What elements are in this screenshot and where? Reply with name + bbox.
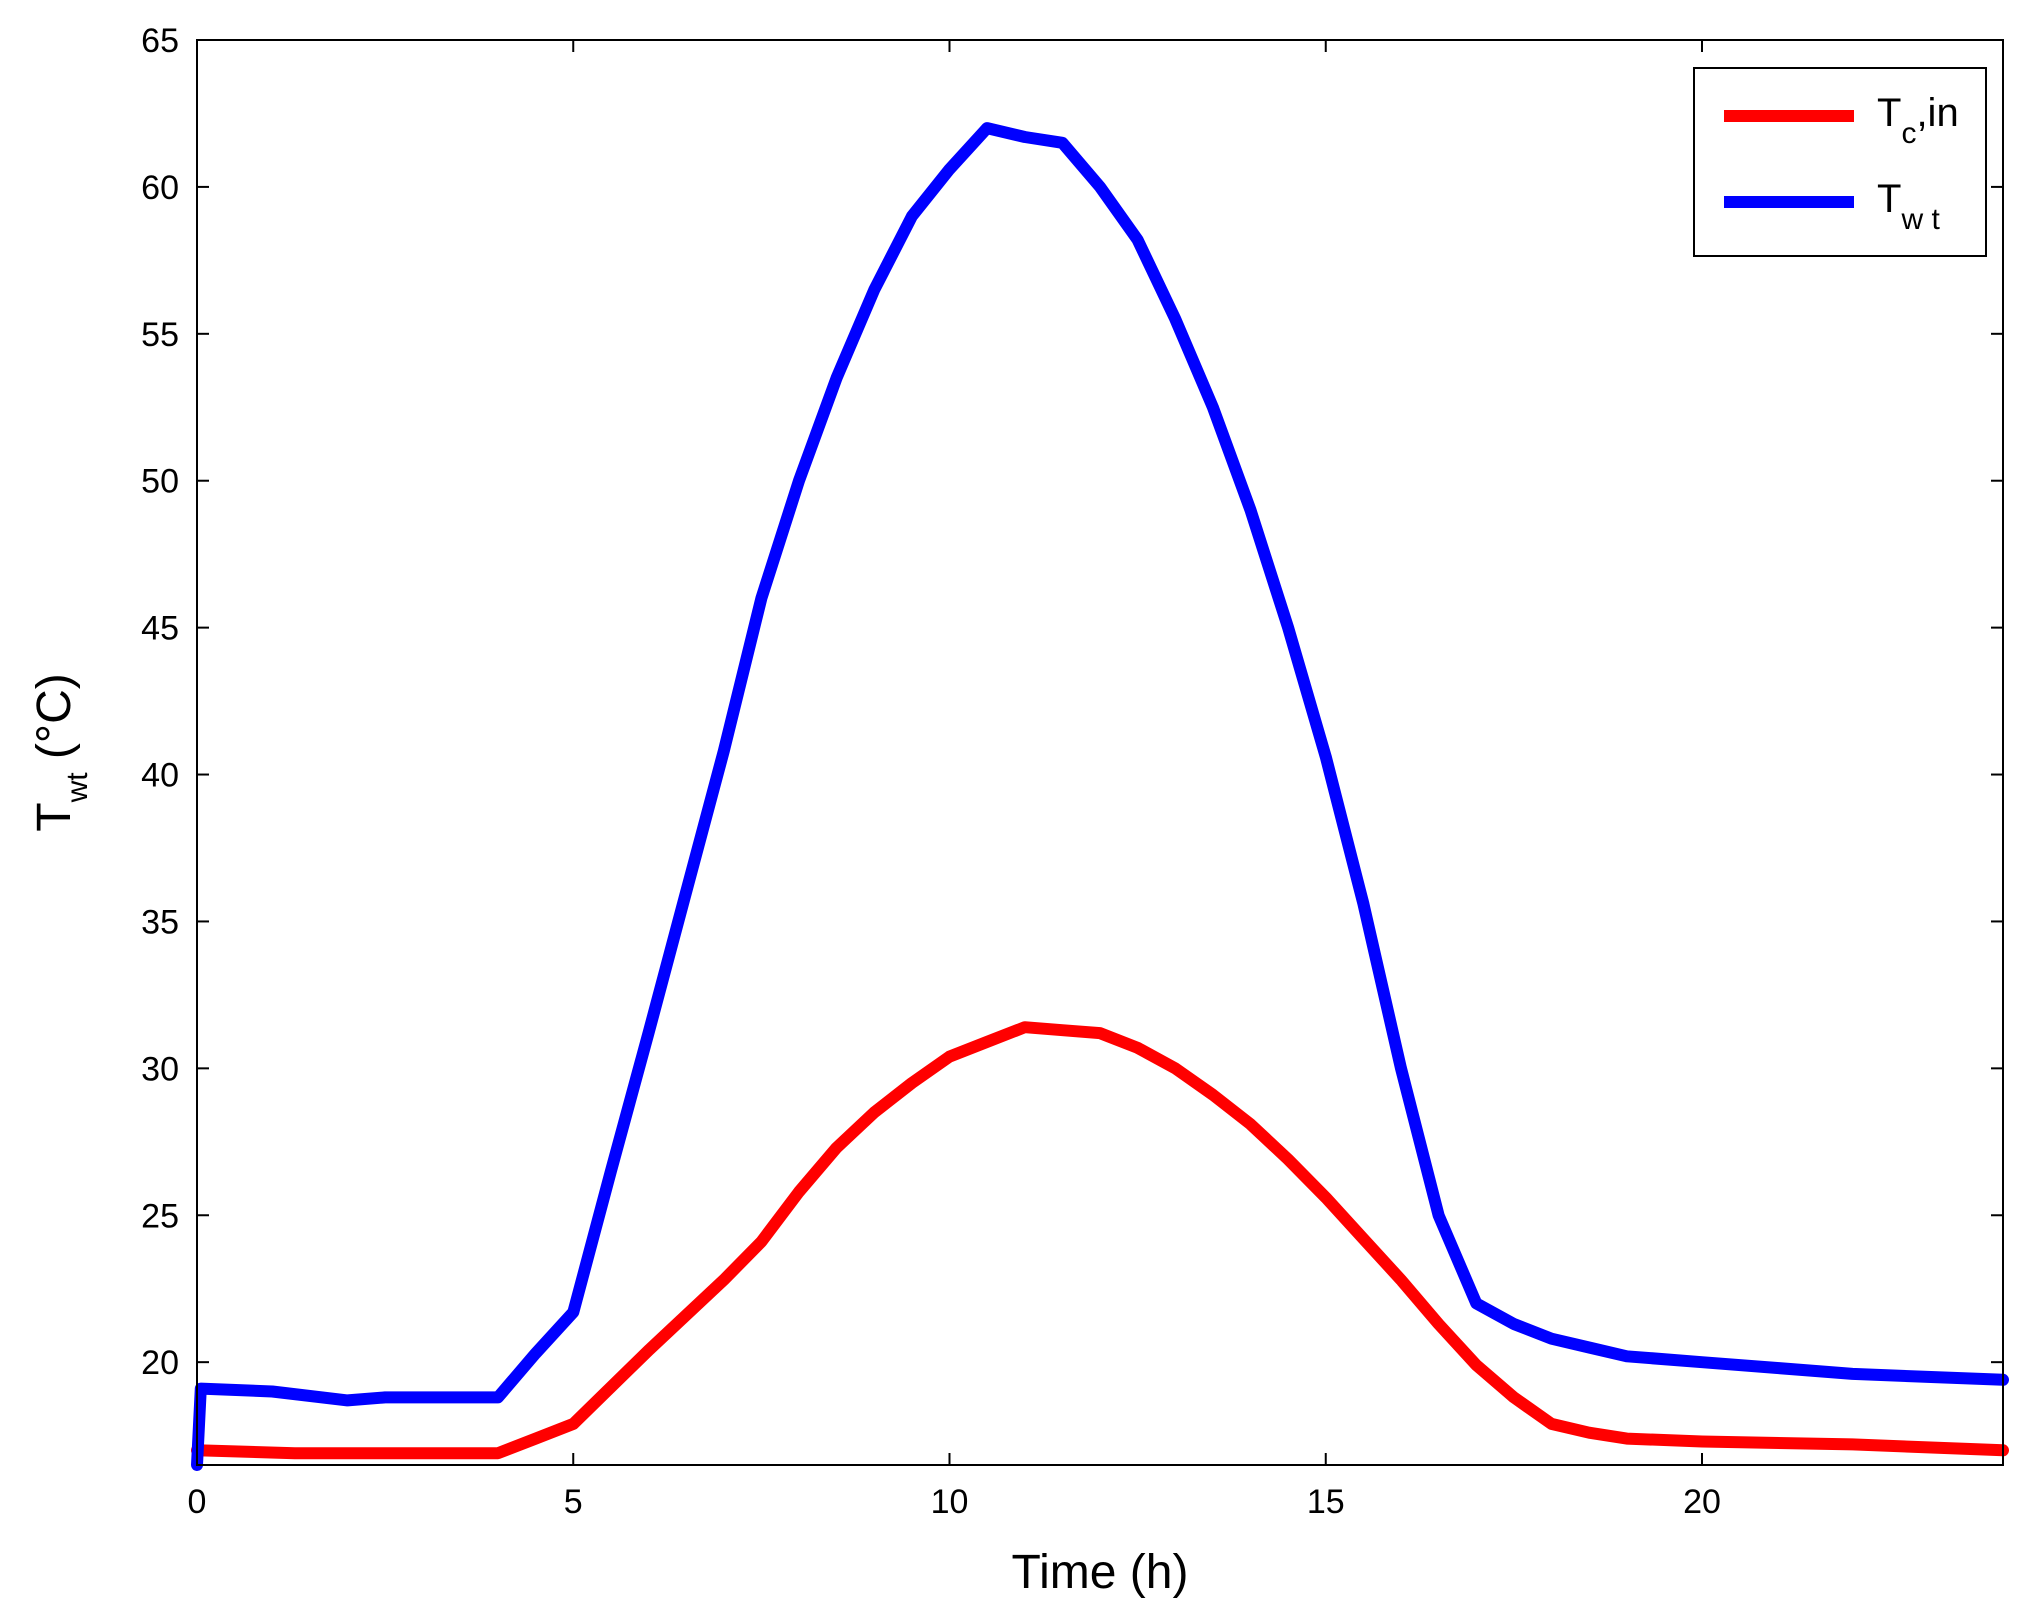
legend-box xyxy=(1693,67,1987,257)
y-tick-label-7: 55 xyxy=(141,316,179,354)
y-axis-title: Twt (°C) xyxy=(28,673,94,832)
x-tick-label-3: 15 xyxy=(1307,1483,1345,1521)
legend-label-twt: Tw t xyxy=(1877,177,1940,236)
legend-label-tc-in-subscript: c xyxy=(1901,117,1916,150)
y-tick-label-8: 60 xyxy=(141,169,179,207)
y-tick-label-5: 45 xyxy=(141,610,179,648)
y-axis-title-main: T xyxy=(28,802,81,831)
x-tick-label-0: 0 xyxy=(188,1483,207,1521)
legend: Tc,in Tw t xyxy=(1693,67,1987,257)
x-tick-label-2: 10 xyxy=(931,1483,969,1521)
tick-labels-layer: 0 5 10 15 20 20 25 30 35 40 45 50 55 60 65 xyxy=(141,22,1721,1521)
y-axis-title-subscript: wt xyxy=(61,772,94,804)
series-line-1 xyxy=(191,122,2009,1471)
x-tick-label-4: 20 xyxy=(1683,1483,1721,1521)
y-tick-label-3: 35 xyxy=(141,903,179,941)
legend-label-twt-subscript: w t xyxy=(1900,203,1940,236)
x-axis-title: Time (h) xyxy=(1012,1546,1189,1599)
plot-frame xyxy=(196,39,2004,1466)
legend-label-tc-in: Tc,in xyxy=(1877,91,1959,150)
y-tick-label-9: 65 xyxy=(141,22,179,60)
legend-label-tc-in-rest: ,in xyxy=(1916,91,1958,135)
legend-label-twt-main: T xyxy=(1877,177,1901,221)
series-line-0 xyxy=(191,1021,2009,1460)
series-layer xyxy=(191,122,2009,1471)
y-tick-label-6: 50 xyxy=(141,463,179,501)
y-tick-label-2: 30 xyxy=(141,1050,179,1088)
y-tick-label-4: 40 xyxy=(141,757,179,795)
y-tick-label-1: 25 xyxy=(141,1197,179,1235)
ticks-layer xyxy=(196,39,2003,1465)
x-tick-label-1: 5 xyxy=(564,1483,583,1521)
legend-label-tc-in-main: T xyxy=(1877,91,1901,135)
y-axis-title-unit: (°C) xyxy=(28,673,81,772)
y-tick-label-0: 20 xyxy=(141,1344,179,1382)
